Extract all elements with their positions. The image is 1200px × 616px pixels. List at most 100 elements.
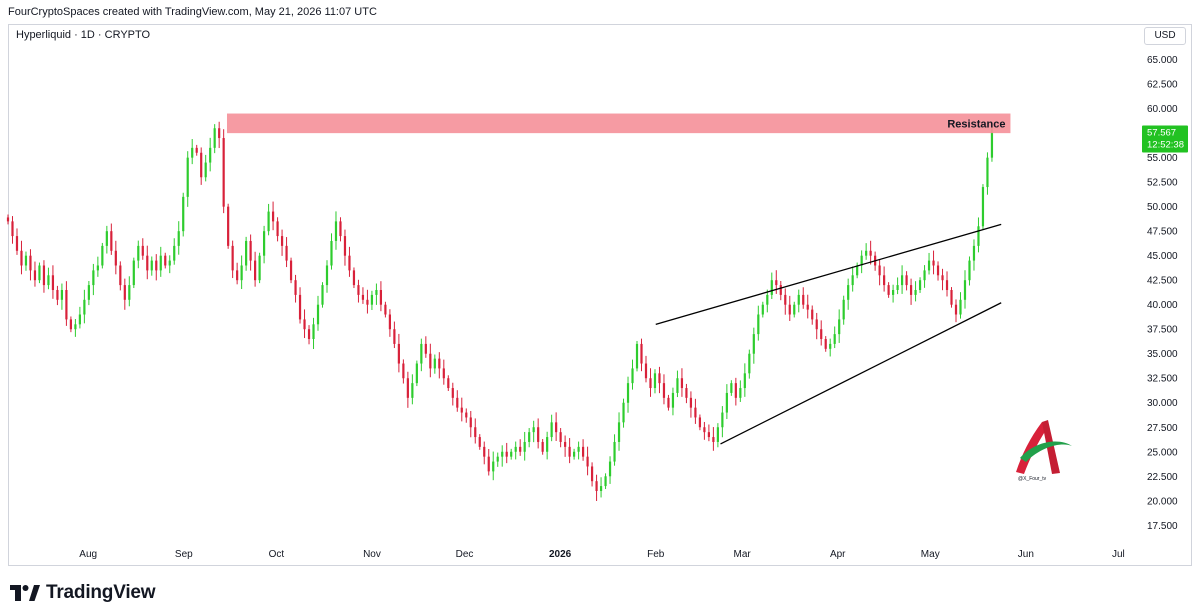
candle-body	[325, 265, 329, 286]
upper-trendline	[655, 223, 1002, 325]
candle-body	[838, 319, 841, 335]
candle-body	[649, 378, 652, 389]
candle-body	[474, 427, 477, 438]
candle-body	[366, 299, 369, 305]
candle-body	[424, 343, 427, 354]
candle-body	[195, 147, 198, 153]
candle-body	[878, 265, 881, 276]
candle-body	[721, 412, 724, 428]
candle-body	[788, 304, 791, 315]
candle-body	[658, 373, 661, 384]
candle-body	[608, 461, 612, 477]
candle-body	[811, 309, 814, 320]
last-price-tag	[1142, 125, 1188, 153]
candle-body	[662, 383, 666, 398]
lower-trendline	[720, 302, 1002, 445]
candle-body	[581, 446, 585, 457]
candle-body	[357, 285, 360, 295]
candle-body	[770, 280, 773, 295]
candle-body	[532, 427, 535, 433]
last-price-value: 57.567	[1147, 127, 1176, 138]
candle-body	[568, 446, 571, 457]
candle-body	[505, 451, 508, 457]
candle-body	[496, 456, 499, 462]
candle-body	[429, 353, 432, 369]
tradingview-logo[interactable]: TradingView	[10, 580, 156, 606]
candle-body	[155, 260, 158, 271]
candle-body	[123, 285, 126, 300]
candle-body	[298, 294, 302, 320]
candle-body	[312, 324, 315, 340]
candle-body	[96, 265, 99, 271]
y-tick-label: 37.500	[1147, 325, 1178, 336]
candle-body	[501, 451, 504, 457]
candle-body	[856, 265, 859, 276]
candle-body	[438, 358, 441, 369]
candle-body	[262, 231, 266, 256]
candle-body	[599, 486, 603, 491]
candle-body	[640, 343, 643, 364]
resistance-zone	[226, 113, 1011, 134]
candle-body	[303, 319, 306, 330]
candle-body	[375, 290, 378, 295]
candle-body	[51, 275, 55, 290]
candle-body	[456, 397, 459, 408]
candle-body	[833, 334, 836, 344]
watermark-red-stroke-2	[1042, 420, 1060, 474]
time-axis: Aug Sep Oct Nov Dec 2026 Feb Mar Apr May Jun Jul	[79, 549, 1125, 560]
candle-body	[604, 476, 607, 487]
candle-body	[420, 343, 423, 364]
candle-body	[829, 343, 832, 349]
y-tick-label: 35.000	[1147, 349, 1178, 360]
candle-body	[348, 255, 351, 271]
candle-body	[258, 255, 261, 281]
candle-body	[573, 451, 576, 457]
candle-body	[87, 285, 90, 300]
candle-body	[74, 324, 77, 330]
candle-body	[222, 138, 225, 207]
x-tick-label: 2026	[549, 549, 572, 560]
candle-body	[734, 383, 737, 398]
candle-body	[137, 245, 140, 261]
price-axis: 17.500 20.000 22.500 25.000 27.500 30.000 32.5…	[1147, 55, 1178, 532]
candle-body	[236, 270, 239, 281]
candle-body	[361, 294, 365, 300]
candle-body	[20, 250, 23, 266]
y-tick-label: 62.500	[1147, 80, 1178, 91]
candle-body	[231, 245, 234, 271]
candle-body	[945, 280, 949, 290]
candle-body	[173, 245, 176, 261]
candle-body	[936, 265, 940, 276]
candle-body	[730, 383, 733, 393]
annotation-layer: Resistance	[226, 113, 1011, 134]
candle-body	[289, 260, 293, 281]
candle-body	[65, 290, 68, 320]
candle-body	[249, 240, 252, 261]
candle-body	[254, 260, 257, 281]
candle-body	[541, 441, 544, 452]
candle-body	[631, 368, 634, 384]
candle-body	[56, 290, 59, 300]
y-tick-label: 55.000	[1147, 153, 1178, 164]
symbol-title[interactable]: Hyperliquid · 1D · CRYPTO	[16, 29, 151, 41]
candle-body	[927, 260, 931, 271]
trendline-layer	[655, 223, 1002, 445]
candle-body	[92, 270, 95, 286]
candle-body	[200, 152, 203, 178]
y-tick-label: 45.000	[1147, 251, 1178, 262]
candle-body	[24, 255, 28, 266]
candle-body	[101, 245, 104, 266]
tradingview-brand: TradingView	[46, 582, 156, 603]
candle-body	[150, 260, 153, 271]
x-tick-label: Feb	[647, 549, 665, 560]
candle-body	[775, 280, 778, 286]
candle-body	[83, 299, 86, 315]
candle-body	[918, 280, 922, 290]
currency-button[interactable]: USD	[1144, 27, 1186, 45]
candle-body	[667, 397, 670, 408]
candle-body	[869, 250, 872, 256]
candle-body	[685, 388, 688, 398]
candle-body	[959, 299, 962, 315]
candle-body	[218, 128, 221, 139]
